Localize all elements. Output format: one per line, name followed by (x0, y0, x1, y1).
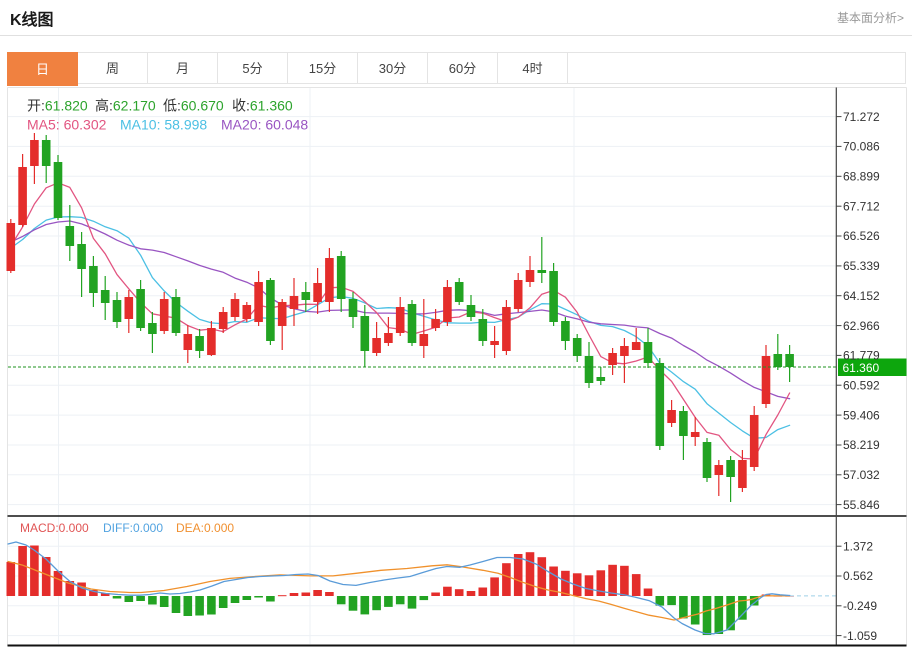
svg-text:65.339: 65.339 (843, 259, 880, 273)
svg-text:57.032: 57.032 (843, 468, 880, 482)
svg-text:58.219: 58.219 (843, 438, 880, 452)
svg-text:1.372: 1.372 (843, 539, 873, 553)
svg-text:59.406: 59.406 (843, 408, 880, 422)
svg-text:61.360: 61.360 (843, 361, 880, 375)
svg-text:62.966: 62.966 (843, 319, 880, 333)
svg-text:0.562: 0.562 (843, 569, 873, 583)
svg-text:61.779: 61.779 (843, 349, 880, 363)
svg-text:60.592: 60.592 (843, 378, 880, 392)
svg-text:71.272: 71.272 (843, 110, 880, 124)
svg-text:70.086: 70.086 (843, 140, 880, 154)
svg-text:66.526: 66.526 (843, 229, 880, 243)
svg-text:67.712: 67.712 (843, 199, 880, 213)
svg-text:64.152: 64.152 (843, 289, 880, 303)
svg-text:68.899: 68.899 (843, 170, 880, 184)
svg-text:-0.249: -0.249 (843, 599, 877, 613)
svg-text:55.846: 55.846 (843, 498, 880, 512)
svg-text:-1.059: -1.059 (843, 629, 877, 643)
